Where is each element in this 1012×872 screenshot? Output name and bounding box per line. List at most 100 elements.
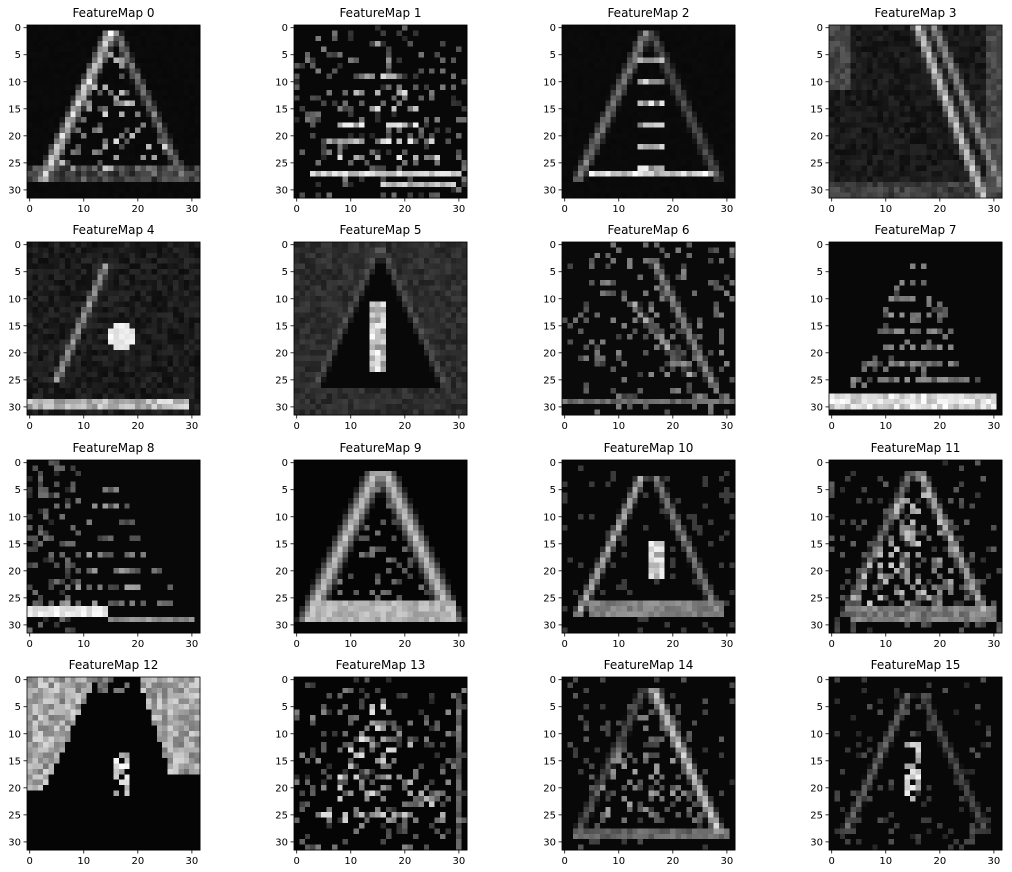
heatmap-cell — [893, 84, 900, 91]
heatmap-cell — [718, 35, 725, 42]
heatmap-cell — [32, 252, 39, 259]
heatmap-cell — [942, 154, 949, 161]
heatmap-cell — [27, 290, 33, 297]
heatmap-cell — [113, 328, 120, 335]
heatmap-cell — [37, 122, 44, 129]
heatmap-cell — [315, 68, 322, 74]
heatmap-cell — [59, 323, 66, 329]
heatmap-cell — [97, 192, 103, 199]
heatmap-cell — [75, 290, 82, 297]
heatmap-cell — [947, 25, 954, 31]
heatmap-cell — [985, 52, 992, 58]
heatmap-cell — [64, 274, 71, 281]
heatmap-cell — [108, 79, 114, 85]
heatmap-cell — [172, 160, 179, 166]
heatmap-cell — [70, 46, 76, 53]
heatmap-cell — [321, 181, 327, 188]
heatmap-cell — [304, 89, 311, 96]
heatmap-cell — [942, 138, 949, 145]
heatmap-cell — [686, 138, 693, 145]
heatmap-cell — [958, 95, 965, 101]
heatmap-cell — [75, 252, 82, 259]
heatmap-cell — [162, 323, 168, 329]
heatmap-cell — [445, 52, 452, 58]
heatmap-cell — [670, 52, 676, 58]
heatmap-cell — [653, 46, 660, 53]
heatmap-cell — [969, 100, 976, 107]
heatmap-cell — [434, 46, 441, 53]
heatmap-cell — [861, 25, 868, 31]
heatmap-cell — [648, 30, 655, 37]
heatmap-cell — [70, 279, 76, 286]
heatmap-cell — [980, 100, 987, 107]
heatmap-cell — [648, 62, 655, 69]
heatmap-cell — [135, 323, 141, 329]
heatmap-cell — [32, 68, 39, 74]
heatmap-cell — [850, 57, 857, 64]
heatmap-cell — [697, 187, 703, 193]
heatmap-cell — [616, 138, 622, 145]
heatmap-cell — [326, 73, 333, 80]
heatmap-cell — [664, 111, 671, 118]
heatmap-cell — [872, 133, 878, 139]
heatmap-cell — [59, 35, 66, 42]
heatmap-cell — [75, 301, 82, 308]
heatmap-cell — [135, 95, 141, 101]
heatmap-cell — [348, 100, 354, 107]
heatmap-cell — [102, 269, 109, 275]
heatmap-cell — [605, 143, 611, 150]
heatmap-cell — [926, 165, 933, 172]
heatmap-cell — [59, 350, 66, 356]
heatmap-cell — [97, 138, 103, 145]
heatmap-cell — [996, 41, 1003, 47]
heatmap-cell — [856, 187, 862, 193]
heatmap-cell — [118, 100, 125, 107]
heatmap-cell — [135, 133, 141, 139]
heatmap-cell — [942, 100, 949, 107]
heatmap-cell — [178, 333, 185, 340]
heatmap-cell — [353, 25, 360, 31]
heatmap-cell — [145, 242, 152, 248]
heatmap-cell — [616, 192, 622, 199]
heatmap-cell — [194, 355, 201, 362]
heatmap-cell — [632, 25, 638, 31]
heatmap-cell — [953, 52, 960, 58]
heatmap-cell — [653, 133, 660, 139]
heatmap-cell — [445, 84, 452, 91]
heatmap-cell — [32, 30, 39, 37]
heatmap-cell — [380, 181, 387, 188]
heatmap-cell — [315, 79, 322, 85]
heatmap-cell — [294, 165, 300, 172]
heatmap-cell — [643, 89, 649, 96]
heatmap-cell — [937, 52, 943, 58]
heatmap-cell — [310, 84, 316, 91]
heatmap-cell — [48, 290, 55, 297]
heatmap-cell — [81, 79, 87, 85]
heatmap-cell — [331, 35, 338, 42]
heatmap-cell — [140, 89, 147, 96]
heatmap-cell — [713, 95, 720, 101]
heatmap-cell — [931, 192, 938, 199]
heatmap-cell — [958, 187, 965, 193]
heatmap-cell — [866, 25, 873, 31]
heatmap-cell — [632, 122, 638, 129]
heatmap-cell — [75, 116, 82, 123]
heatmap-cell — [974, 138, 981, 145]
heatmap-cell — [680, 149, 687, 156]
heatmap-cell — [151, 111, 158, 118]
heatmap-cell — [375, 52, 381, 58]
heatmap-cell — [156, 371, 163, 378]
heatmap-cell — [659, 95, 666, 101]
heatmap-cell — [402, 73, 408, 80]
heatmap-cell — [937, 79, 943, 85]
heatmap-cell — [189, 247, 195, 254]
heatmap-cell — [113, 41, 120, 47]
heatmap-cell — [718, 30, 725, 37]
heatmap-cell — [670, 138, 676, 145]
heatmap-cell — [872, 106, 878, 112]
heatmap-cell — [310, 160, 316, 166]
heatmap-cell — [129, 187, 136, 193]
heatmap-cell — [32, 269, 39, 275]
heatmap-cell — [947, 62, 954, 69]
heatmap-cell — [113, 339, 120, 346]
